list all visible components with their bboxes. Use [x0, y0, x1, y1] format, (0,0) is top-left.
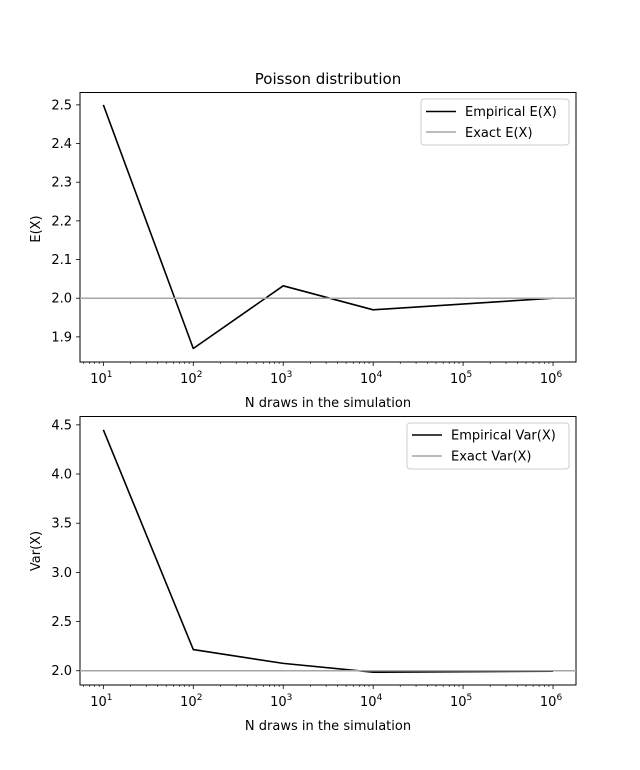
plot-area-frame	[79, 92, 577, 363]
y-tick-label: 2.4	[51, 137, 72, 152]
y-tick-label: 2.2	[51, 214, 72, 229]
legend: Empirical E(X) Exact E(X)	[420, 98, 570, 146]
x-tick-label: 105	[450, 370, 472, 387]
legend-label-exact: Exact E(X)	[465, 126, 533, 141]
axis-ticks: 101 102 103 104 105 106 1.9 2.0 2.1 2.2 2.3 2.4 2.5	[51, 98, 562, 387]
y-tick-label: 4.0	[51, 468, 72, 483]
y-tick-label: 3.5	[51, 517, 72, 532]
legend-label-empirical: Empirical E(X)	[465, 105, 557, 120]
x-tick-label: 104	[360, 370, 383, 387]
series-lines	[80, 104, 576, 350]
axis-ticks: 101 102 103 104 105 106 2.0 2.5 3.0 3.5 4.0 4.5	[51, 418, 562, 710]
y-tick-label: 2.1	[51, 253, 72, 268]
y-tick-label: 1.9	[51, 330, 72, 345]
y-tick-label: 3.0	[51, 566, 72, 581]
x-tick-label: 103	[270, 370, 292, 387]
x-tick-label: 104	[360, 693, 383, 710]
subplot-variance: 101 102 103 104 105 106 2.0 2.5 3.0 3.5 4.0 4.5 N d…	[29, 416, 577, 734]
subplot-expectation: Poisson distribution 101 102 103 104 105 1061…	[29, 70, 577, 411]
legend: Empirical Var(X) Exact Var(X)	[406, 422, 570, 470]
y-tick-label: 2.0	[51, 292, 72, 307]
legend-label-empirical: Empirical Var(X)	[451, 429, 556, 444]
x-tick-label: 105	[450, 693, 472, 710]
x-tick-label: 101	[90, 693, 112, 710]
x-axis-label: N draws in the simulation	[245, 396, 411, 411]
x-tick-label: 103	[270, 693, 292, 710]
x-tick-label: 102	[180, 370, 202, 387]
y-tick-label: 2.5	[51, 615, 72, 630]
plot-area-frame	[79, 416, 577, 686]
series-empirical-line	[102, 429, 554, 674]
series-empirical-line	[102, 104, 554, 350]
series-lines	[80, 429, 576, 674]
y-axis-label: Var(X)	[29, 531, 44, 571]
y-tick-label: 2.0	[51, 664, 72, 679]
legend-label-exact: Exact Var(X)	[451, 450, 532, 465]
y-tick-label: 4.5	[51, 418, 72, 433]
chart-title: Poisson distribution	[255, 70, 401, 88]
y-tick-label: 2.3	[51, 176, 72, 191]
x-tick-label: 102	[180, 693, 202, 710]
x-tick-label: 106	[540, 693, 563, 710]
legend-box	[420, 98, 570, 146]
x-tick-label: 101	[90, 370, 112, 387]
x-axis-label: N draws in the simulation	[245, 719, 411, 734]
y-tick-label: 2.5	[51, 98, 72, 113]
legend-box	[406, 422, 570, 470]
x-tick-label: 106	[540, 370, 563, 387]
y-axis-label: E(X)	[29, 215, 44, 242]
